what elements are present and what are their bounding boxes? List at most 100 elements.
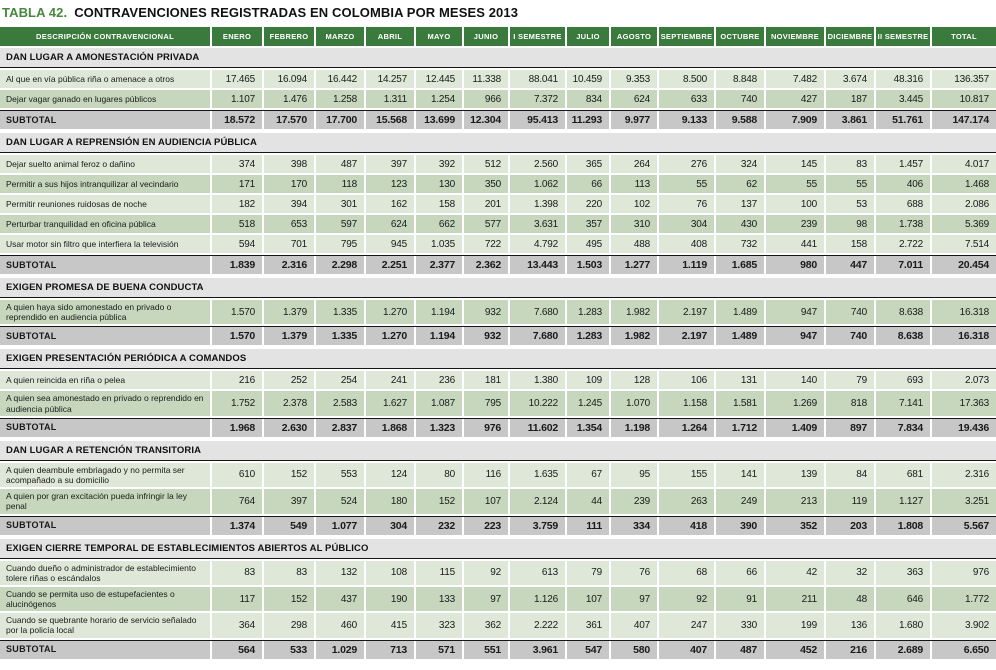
- value-cell: 1.468: [932, 175, 996, 193]
- table-row: A quien deambule embriagado y no permita…: [0, 462, 996, 488]
- value-cell: 512: [464, 155, 508, 173]
- value-cell: 62: [716, 175, 764, 193]
- section-exigen-promesa-de-buena-conducta: EXIGEN PROMESA DE BUENA CONDUCTA A quien …: [0, 278, 996, 346]
- section-header: DAN LUGAR A RETENCIÓN TRANSITORIA: [0, 440, 996, 461]
- value-cell: 362: [464, 613, 508, 638]
- value-cell: 1.194: [416, 300, 462, 325]
- subtotal-value-cell: 418: [659, 516, 714, 535]
- subtotal-value-cell: 549: [264, 516, 314, 535]
- subtotal-value-cell: 2.837: [316, 418, 364, 437]
- subtotal-label: SUBTOTAL: [0, 256, 210, 274]
- value-cell: 83: [826, 155, 874, 173]
- row-label: A quien reincida en riña o pelea: [0, 371, 210, 390]
- value-cell: 276: [659, 155, 714, 173]
- value-cell: 408: [659, 235, 714, 253]
- row-label: A quien deambule embriagado y no permita…: [0, 462, 210, 488]
- subtotal-value-cell: 947: [766, 327, 824, 346]
- table-row: Perturbar tranquilidad en oficina públic…: [0, 215, 996, 233]
- value-cell: 9.353: [611, 70, 657, 88]
- subtotal-value-cell: 1.277: [611, 256, 657, 274]
- value-cell: 427: [766, 90, 824, 108]
- value-cell: 91: [716, 586, 764, 612]
- value-cell: 2.316: [932, 462, 996, 488]
- value-cell: 2.124: [510, 489, 565, 514]
- value-cell: 133: [416, 586, 462, 612]
- value-cell: 740: [716, 90, 764, 108]
- col-header-descripcion-contravencional: DESCRIPCIÓN CONTRAVENCIONAL: [0, 27, 210, 46]
- subtotal-row: SUBTOTAL 1.968 2.630 2.837 1.868 1.323 976 11.6…: [0, 418, 996, 437]
- value-cell: 1.635: [510, 462, 565, 488]
- col-header-mayo: MAYO: [416, 27, 462, 46]
- value-cell: 92: [659, 586, 714, 612]
- value-cell: 115: [416, 560, 462, 585]
- value-cell: 7.680: [510, 300, 565, 325]
- value-cell: 107: [567, 586, 609, 612]
- value-cell: 117: [212, 586, 262, 612]
- subtotal-value-cell: 1.570: [212, 327, 262, 346]
- value-cell: 1.254: [416, 90, 462, 108]
- value-cell: 740: [826, 300, 874, 325]
- table-title-text: CONTRAVENCIONES REGISTRADAS EN COLOMBIA …: [74, 5, 519, 20]
- section-header: EXIGEN PROMESA DE BUENA CONDUCTA: [0, 278, 996, 298]
- subtotal-value-cell: 1.503: [567, 256, 609, 274]
- value-cell: 131: [716, 371, 764, 390]
- value-cell: 1.680: [876, 613, 930, 638]
- value-cell: 1.035: [416, 235, 462, 253]
- value-cell: 170: [264, 175, 314, 193]
- value-cell: 145: [766, 155, 824, 173]
- value-cell: 14.257: [366, 70, 414, 88]
- value-cell: 187: [826, 90, 874, 108]
- subtotal-value-cell: 20.454: [932, 256, 996, 274]
- subtotal-value-cell: 111: [567, 516, 609, 535]
- value-cell: 1.379: [264, 300, 314, 325]
- value-cell: 97: [611, 586, 657, 612]
- col-header-i-semestre: I SEMESTRE: [510, 27, 565, 46]
- subtotal-value-cell: 1.323: [416, 418, 462, 437]
- value-cell: 171: [212, 175, 262, 193]
- subtotal-value-cell: 9.133: [659, 111, 714, 129]
- subtotal-value-cell: 1.194: [416, 327, 462, 346]
- row-label: Cuando dueño o administrador de establec…: [0, 560, 210, 585]
- row-label: Dejar suelto animal feroz o dañino: [0, 155, 210, 173]
- subtotal-value-cell: 1.354: [567, 418, 609, 437]
- table-row: Dejar suelto animal feroz o dañino 374 398…: [0, 155, 996, 173]
- value-cell: 594: [212, 235, 262, 253]
- subtotal-value-cell: 580: [611, 640, 657, 659]
- value-cell: 524: [316, 489, 364, 514]
- value-cell: 966: [464, 90, 508, 108]
- value-cell: 241: [366, 371, 414, 390]
- value-cell: 364: [212, 613, 262, 638]
- value-cell: 350: [464, 175, 508, 193]
- value-cell: 301: [316, 195, 364, 213]
- value-cell: 693: [876, 371, 930, 390]
- subtotal-value-cell: 2.630: [264, 418, 314, 437]
- value-cell: 16.318: [932, 300, 996, 325]
- value-cell: 488: [611, 235, 657, 253]
- value-cell: 1.283: [567, 300, 609, 325]
- value-cell: 190: [366, 586, 414, 612]
- value-cell: 613: [510, 560, 565, 585]
- value-cell: 947: [766, 300, 824, 325]
- value-cell: 2.197: [659, 300, 714, 325]
- value-cell: 394: [264, 195, 314, 213]
- table-row: Permitir reuniones ruidosas de noche 182 3…: [0, 195, 996, 213]
- value-cell: 3.902: [932, 613, 996, 638]
- value-cell: 55: [659, 175, 714, 193]
- value-cell: 220: [567, 195, 609, 213]
- value-cell: 304: [659, 215, 714, 233]
- value-cell: 1.476: [264, 90, 314, 108]
- subtotal-value-cell: 232: [416, 516, 462, 535]
- row-label: Permitir a sus hijos intranquilizar al v…: [0, 175, 210, 193]
- subtotal-value-cell: 3.759: [510, 516, 565, 535]
- value-cell: 2.583: [316, 391, 364, 416]
- value-cell: 152: [264, 462, 314, 488]
- row-label: A quien haya sido amonestado en privado …: [0, 300, 210, 325]
- value-cell: 1.245: [567, 391, 609, 416]
- value-cell: 247: [659, 613, 714, 638]
- table-number-label: TABLA 42.: [2, 5, 68, 20]
- value-cell: 83: [212, 560, 262, 585]
- subtotal-row-wrap: SUBTOTAL 1.570 1.379 1.335 1.270 1.194 932 7.68…: [0, 326, 996, 346]
- subtotal-row-wrap: SUBTOTAL 18.572 17.570 17.700 15.568 13.699 12…: [0, 110, 996, 129]
- subtotal-label: SUBTOTAL: [0, 327, 210, 346]
